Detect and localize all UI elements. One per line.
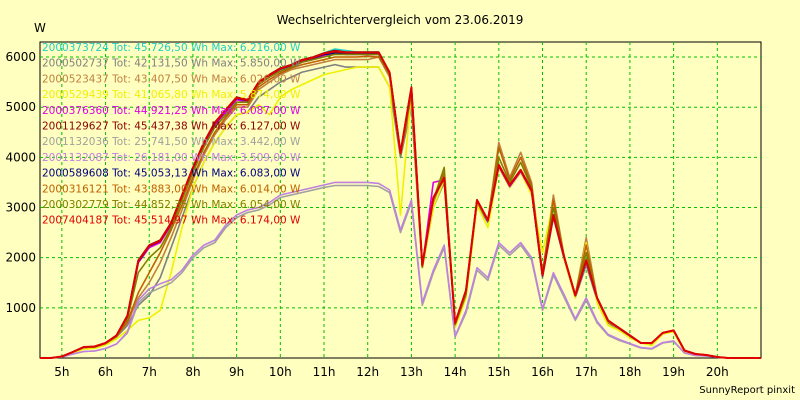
legend-entry: 2000502737 Tot: 42.131,50 Wh Max: 5.850,… [42,58,301,70]
legend-entry: 2000376360 Tot: 44.921,25 Wh Max: 6.087,… [42,105,301,117]
y-tick-label: 3000 [5,201,36,215]
legend: 2000373724 Tot: 45.726,50 Wh Max: 6.216,… [42,42,301,227]
grid [40,42,761,358]
x-tick-label: 7h [142,365,157,379]
legend-entry: 2007404187 Tot: 45.514,97 Wh Max: 6.174,… [42,215,301,227]
chart-title: Wechselrichtervergleich vom 23.06.2019 [277,13,524,27]
legend-entry: 2000302779 Tot: 44.852,35 Wh Max: 6.054,… [42,199,301,211]
y-axis-ticks: 1000 2000 3000 4000 5000 6000 [5,50,36,315]
y-tick-label: 4000 [5,150,36,164]
legend-entry: 2001132036 Tot: 25.741,50 Wh Max: 3.442,… [42,136,301,148]
legend-entry: 2000523437 Tot: 43.407,50 Wh Max: 6.026,… [42,73,301,85]
x-tick-label: 15h [487,365,510,379]
x-tick-label: 19h [662,365,685,379]
legend-entry: 2000373724 Tot: 45.726,50 Wh Max: 6.216,… [42,42,301,54]
x-axis-ticks: 5h 6h 7h 8h 9h 10h 11h 12h 13h 14h 15h 16h 17h 18h 19h… [54,365,729,379]
x-tick-label: 9h [229,365,244,379]
y-tick-label: 2000 [5,251,36,265]
legend-entry: 2000589608 Tot: 45.053,13 Wh Max: 6.083,… [42,168,301,180]
series-line-2007404187 [40,50,761,359]
x-tick-label: 10h [269,365,292,379]
x-tick-label: 8h [185,365,200,379]
legend-entry: 2001132087 Tot: 26.181,00 Wh Max: 3.509,… [42,152,301,164]
x-tick-label: 11h [313,365,336,379]
series-line-2001132087 [40,181,761,359]
footer-credit: SunnyReport pinxit [699,385,795,396]
x-tick-label: 14h [444,365,467,379]
y-tick-label: 1000 [5,301,36,315]
x-tick-label: 5h [54,365,69,379]
legend-entry: 2000529439 Tot: 41.065,80 Wh Max: 5.874,… [42,89,301,101]
x-tick-label: 18h [618,365,641,379]
legend-entry: 2001129627 Tot: 45.437,38 Wh Max: 6.127,… [42,121,301,133]
x-tick-label: 13h [400,365,423,379]
legend-entry: 2000316121 Tot: 43.883,00 Wh Max: 6.014,… [42,183,301,195]
x-tick-label: 17h [575,365,598,379]
y-tick-label: 5000 [5,100,36,114]
series-lines [40,48,761,359]
plot-area [39,41,762,359]
x-tick-label: 12h [356,365,379,379]
y-tick-label: 6000 [5,50,36,64]
x-tick-label: 16h [531,365,554,379]
y-axis-label: W [34,21,46,35]
x-tick-label: 20h [706,365,729,379]
x-tick-label: 6h [98,365,113,379]
